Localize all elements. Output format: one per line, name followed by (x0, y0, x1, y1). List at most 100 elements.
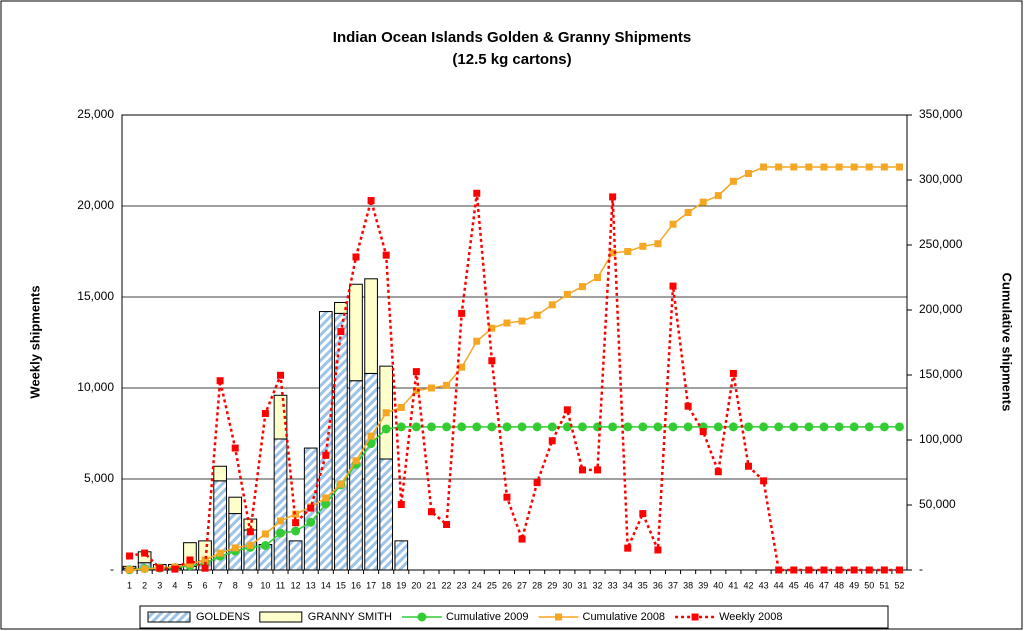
marker (668, 422, 678, 432)
marker (411, 422, 421, 432)
x-tick-label: 19 (396, 580, 406, 590)
marker (653, 422, 663, 432)
marker (562, 422, 572, 432)
marker (473, 337, 481, 345)
marker (427, 384, 435, 392)
marker (337, 480, 345, 488)
x-tick-label: 43 (759, 580, 769, 590)
marker (865, 163, 873, 171)
marker (397, 404, 405, 411)
x-tick-label: 20 (411, 580, 421, 590)
bar (213, 465, 227, 482)
marker (820, 566, 828, 574)
marker (804, 422, 814, 432)
x-tick-label: 38 (683, 580, 693, 590)
marker (381, 424, 391, 434)
x-tick-label: 15 (336, 580, 346, 590)
marker (156, 564, 164, 572)
marker (850, 163, 858, 171)
x-tick-label: 12 (291, 580, 301, 590)
marker (216, 377, 224, 385)
marker (458, 309, 466, 317)
x-tick-label: 7 (218, 580, 223, 590)
marker (246, 528, 254, 536)
marker (503, 493, 511, 501)
x-tick-label: 23 (457, 580, 467, 590)
marker (744, 462, 752, 470)
marker (895, 163, 903, 171)
marker (880, 163, 888, 171)
legend-swatch (259, 611, 303, 623)
marker (186, 556, 194, 564)
marker (728, 422, 738, 432)
x-tick-label: 2 (142, 580, 147, 590)
marker (805, 566, 813, 574)
marker (609, 249, 617, 257)
marker (624, 248, 632, 255)
x-tick-label: 40 (713, 580, 723, 590)
marker (322, 451, 330, 459)
bar (364, 278, 378, 374)
x-tick-label: 36 (653, 580, 663, 590)
legend-box (139, 605, 889, 629)
x-tick-label: 17 (366, 580, 376, 590)
bar (349, 380, 363, 571)
marker (306, 517, 316, 527)
x-tick-label: 26 (502, 580, 512, 590)
x-tick-label: 50 (864, 580, 874, 590)
marker (277, 371, 285, 379)
bar (379, 458, 394, 571)
x-tick-label: 9 (248, 580, 253, 590)
marker (865, 566, 873, 574)
marker (352, 253, 360, 261)
bar (364, 372, 378, 571)
marker (699, 198, 707, 206)
marker (775, 566, 783, 574)
x-tick-label: 24 (472, 580, 482, 590)
legend-label: Cumulative 2008 (583, 611, 666, 623)
marker (684, 209, 692, 216)
marker (246, 541, 254, 549)
marker (488, 324, 496, 332)
marker (790, 163, 798, 171)
marker (850, 566, 858, 574)
x-tick-label: 29 (547, 580, 557, 590)
marker (532, 422, 542, 432)
legend-label: GRANNY SMITH (308, 611, 392, 623)
x-tick-label: 45 (789, 580, 799, 590)
marker (879, 422, 889, 432)
marker (895, 566, 903, 574)
marker (502, 422, 512, 432)
legend: GOLDENS GRANNY SMITH Cumulative 2009 Cumula… (139, 605, 889, 629)
marker (427, 508, 435, 516)
marker (759, 422, 769, 432)
marker (820, 163, 828, 171)
marker (624, 544, 632, 552)
marker (654, 240, 662, 248)
x-tick-label: 30 (562, 580, 572, 590)
y2-tick-label: - (919, 562, 923, 576)
x-tick-label: 13 (306, 580, 316, 590)
marker (352, 457, 360, 465)
x-tick-label: 21 (426, 580, 436, 590)
x-tick-label: 1 (127, 580, 132, 590)
marker (744, 170, 752, 177)
x-tick-label: 3 (157, 580, 162, 590)
marker (321, 499, 331, 509)
bar (334, 301, 348, 314)
x-tick-label: 47 (819, 580, 829, 590)
marker (457, 422, 467, 432)
marker (171, 565, 179, 573)
marker (789, 422, 799, 432)
marker (683, 422, 693, 432)
legend-label: GOLDENS (196, 611, 250, 623)
bar (334, 312, 348, 571)
chart-subtitle: (12.5 kg cartons) (452, 51, 571, 68)
x-tick-label: 16 (351, 580, 361, 590)
x-tick-label: 25 (487, 580, 497, 590)
bar (349, 283, 363, 382)
legend-label: Cumulative 2009 (446, 611, 529, 623)
marker (473, 189, 481, 197)
x-tick-label: 28 (532, 580, 542, 590)
